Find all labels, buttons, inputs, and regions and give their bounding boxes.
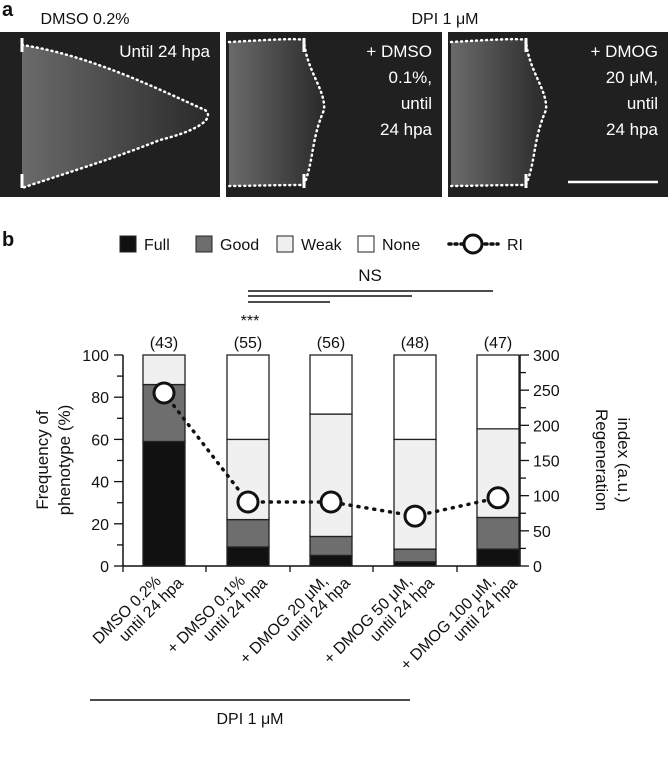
n-label-5: (47) xyxy=(484,335,512,352)
bar-good-2 xyxy=(226,518,270,548)
y2-axis-label: Regeneration xyxy=(592,409,611,511)
ns-label: NS xyxy=(358,266,382,285)
n-label-2: (55) xyxy=(234,335,262,352)
y2-tick-label: 200 xyxy=(533,418,560,435)
y2-tick-label: 250 xyxy=(533,383,560,400)
image-caption: + DMSO xyxy=(366,42,432,61)
panel-label-a: a xyxy=(2,0,14,21)
group-label: DPI 1 μM xyxy=(216,711,283,728)
y-tick-label: 100 xyxy=(82,348,109,365)
y-tick-label: 60 xyxy=(91,432,109,449)
bar-weak-3 xyxy=(309,413,353,538)
ri-point-1 xyxy=(152,381,176,405)
legend-swatch-none xyxy=(357,235,375,253)
panel-label-b: b xyxy=(2,229,14,251)
bar-none-4 xyxy=(393,354,437,441)
legend-swatch-good xyxy=(195,235,213,253)
y-tick-label: 20 xyxy=(91,517,109,534)
image-caption: until xyxy=(627,94,658,113)
image-caption: 20 μM, xyxy=(606,68,658,87)
y2-tick-label: 150 xyxy=(533,454,560,471)
ri-point-5 xyxy=(486,486,510,510)
n-label-4: (48) xyxy=(401,335,429,352)
bar-good-4 xyxy=(393,548,437,563)
ri-point-2 xyxy=(236,490,260,514)
image-caption: until xyxy=(401,94,432,113)
image-caption: 24 hpa xyxy=(606,120,659,139)
y-axis-label: Frequency of xyxy=(33,410,52,509)
image-caption: 24 hpa xyxy=(380,120,433,139)
legend-label-full: Full xyxy=(144,237,170,254)
y2-axis-label: index (a.u.) xyxy=(614,417,633,502)
group-label-dpi: DPI 1 μM xyxy=(411,11,478,28)
image-caption: Until 24 hpa xyxy=(119,42,210,61)
bar-weak-1 xyxy=(142,354,186,386)
legend-label-weak: Weak xyxy=(301,237,343,254)
image-caption: + DMOG xyxy=(590,42,658,61)
y2-tick-label: 50 xyxy=(533,524,551,541)
y2-tick-label: 300 xyxy=(533,348,560,365)
y-tick-label: 80 xyxy=(91,390,109,407)
legend-label-none: None xyxy=(382,237,420,254)
legend-label-ri: RI xyxy=(507,237,523,254)
group-label-dmso: DMSO 0.2% xyxy=(41,11,130,28)
ri-point-3 xyxy=(319,490,343,514)
legend-label-good: Good xyxy=(220,237,259,254)
y2-tick-label: 0 xyxy=(533,559,542,576)
legend-swatch-weak xyxy=(276,235,294,253)
legend-swatch-full xyxy=(119,235,137,253)
n-label-1: (43) xyxy=(150,335,178,352)
bar-full-2 xyxy=(226,546,270,567)
significance-stars: *** xyxy=(241,313,260,330)
ri-point-4 xyxy=(403,504,427,528)
n-label-3: (56) xyxy=(317,335,345,352)
bar-full-5 xyxy=(476,548,520,567)
bar-good-3 xyxy=(309,535,353,557)
fin-outline xyxy=(20,43,210,190)
bar-weak-4 xyxy=(393,438,437,550)
y-tick-label: 40 xyxy=(91,475,109,492)
bar-full-1 xyxy=(142,440,186,567)
bar-good-5 xyxy=(476,516,520,550)
legend-ri-marker xyxy=(462,233,484,255)
fin-outline xyxy=(227,37,326,188)
bar-none-2 xyxy=(226,354,270,441)
y2-tick-label: 100 xyxy=(533,489,560,506)
bar-full-3 xyxy=(309,554,353,567)
bar-none-5 xyxy=(476,354,520,430)
fin-outline xyxy=(449,37,548,188)
bar-none-3 xyxy=(309,354,353,415)
y-tick-label: 0 xyxy=(100,559,109,576)
y-axis-label: phenotype (%) xyxy=(55,405,74,516)
image-caption: 0.1%, xyxy=(389,68,432,87)
